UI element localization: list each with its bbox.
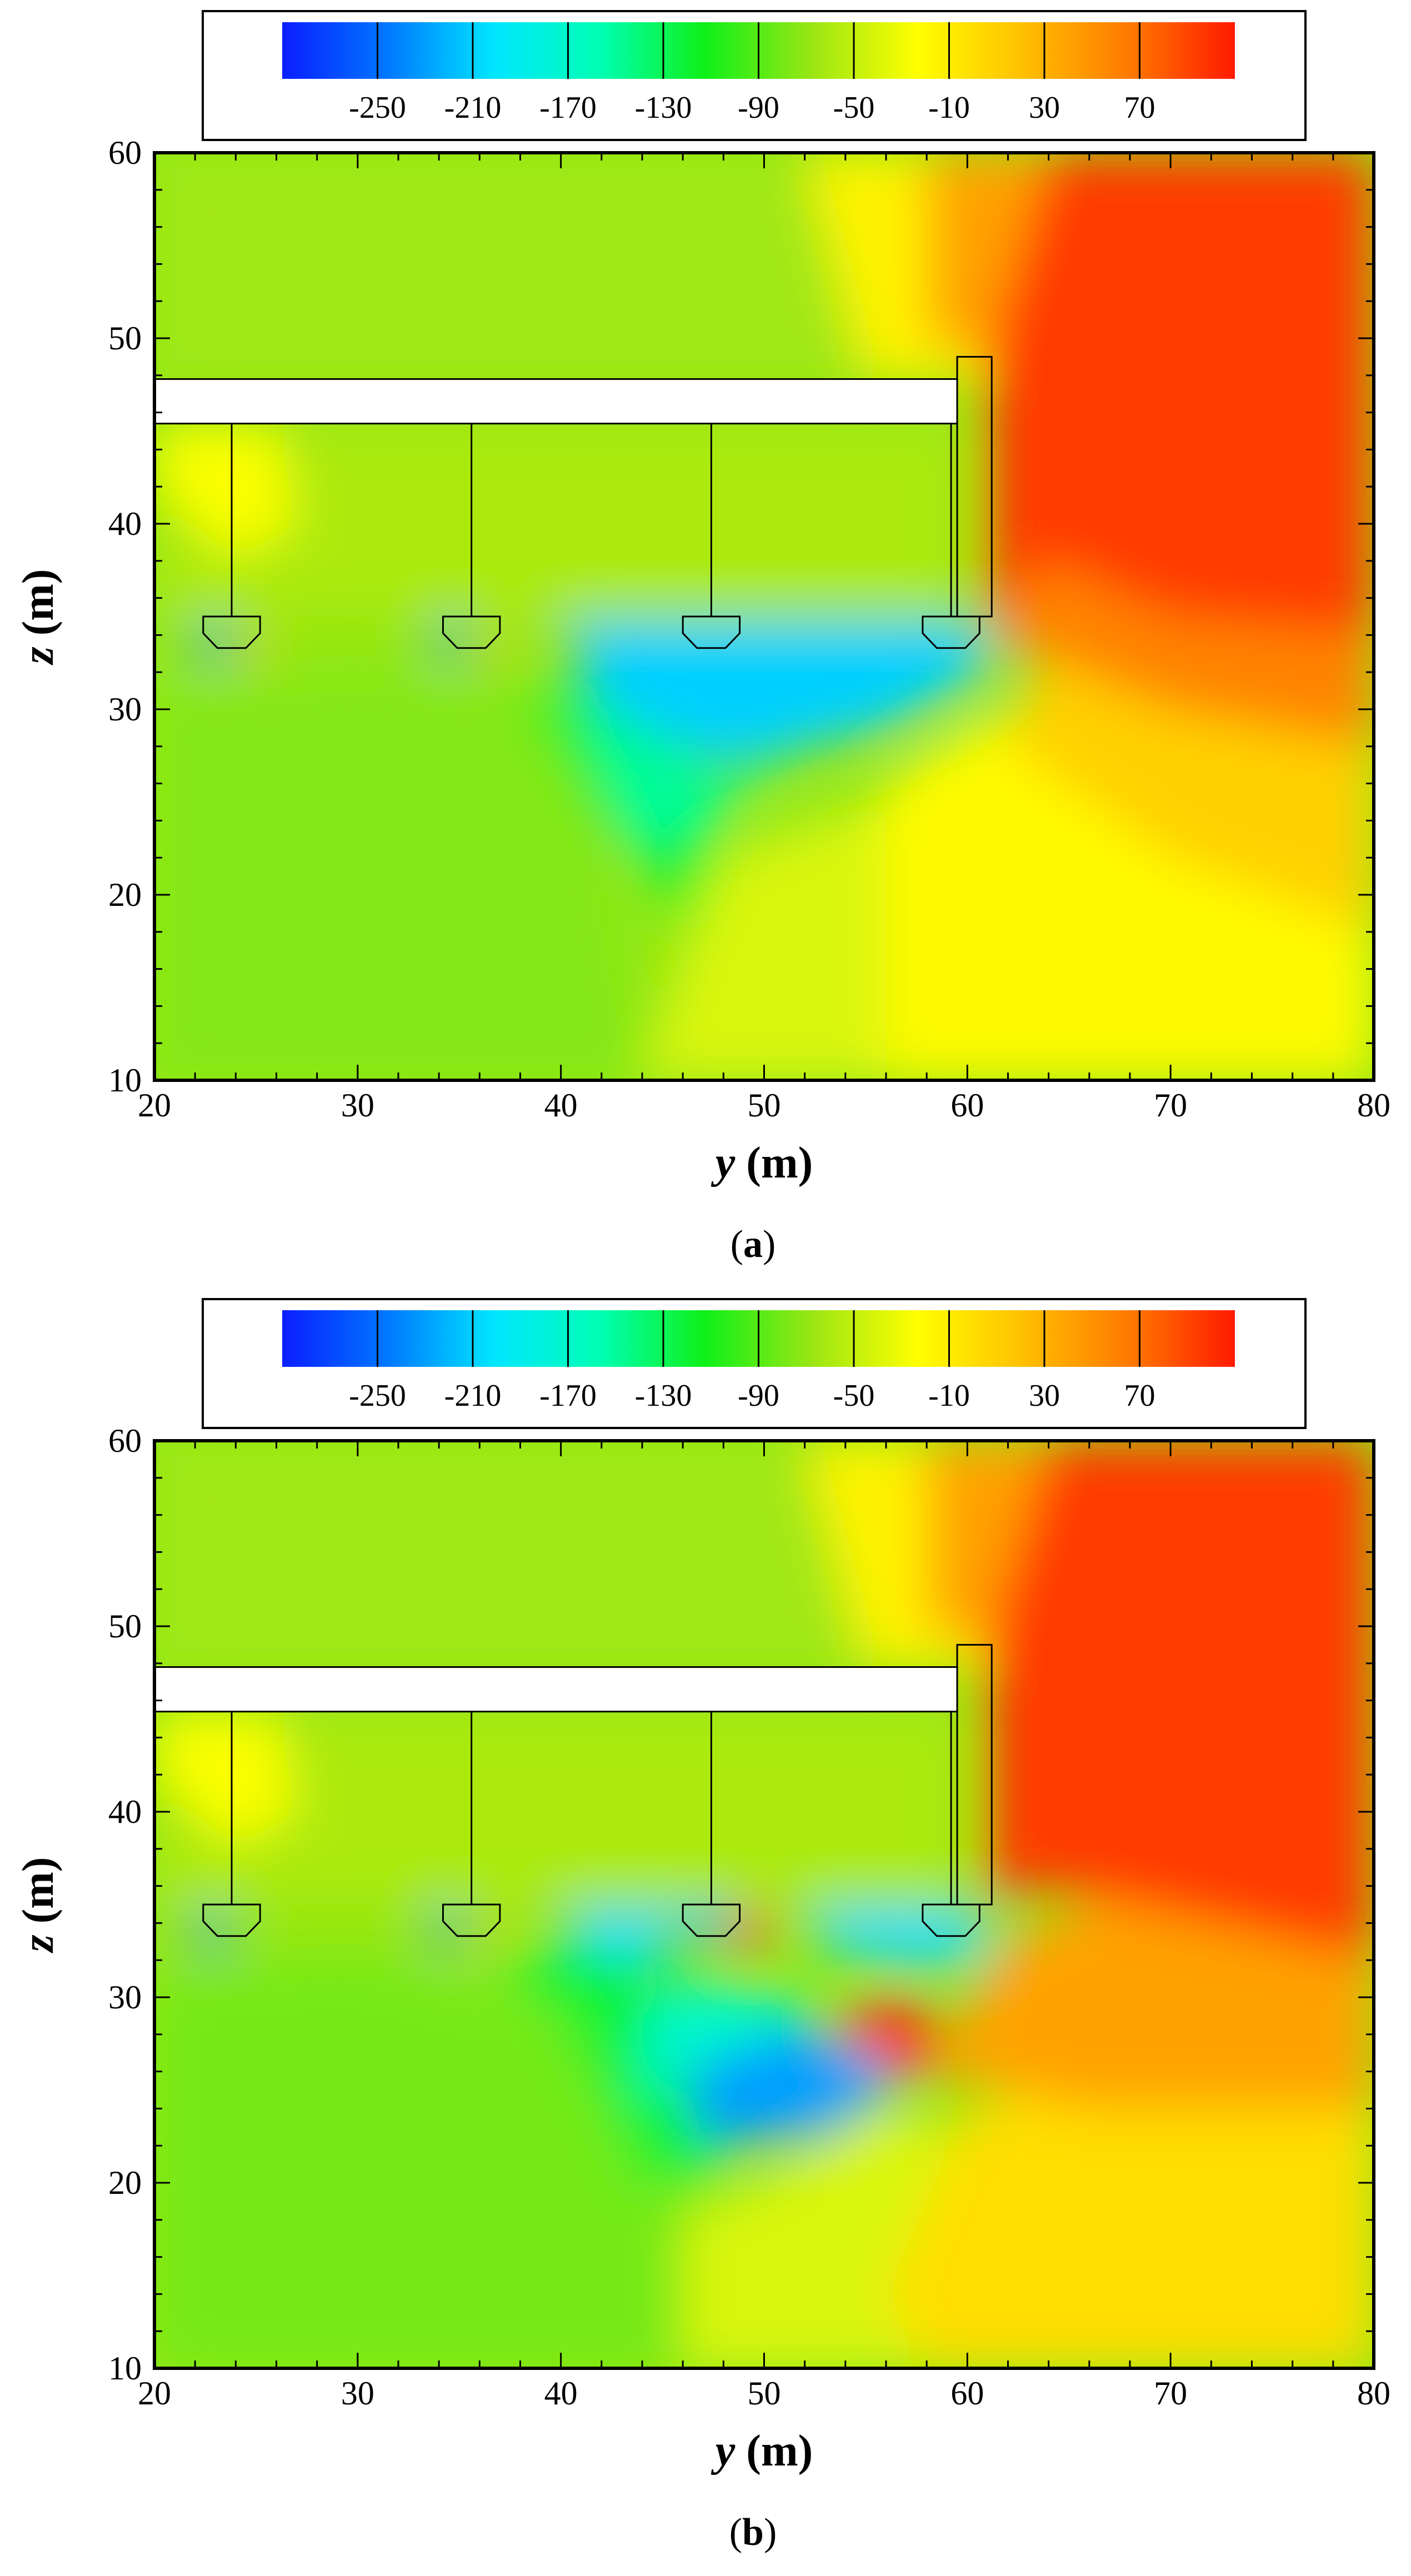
contour-field: [154, 153, 1374, 1080]
legend-level-label: -250: [349, 1379, 406, 1413]
legend-level-label: 30: [1029, 91, 1060, 125]
legend-level-label: -90: [738, 91, 779, 125]
contour-region: [927, 1441, 1049, 1645]
pile-cap: [442, 1903, 501, 1937]
bridge-deck: [153, 1666, 958, 1713]
legend-level-label: -90: [738, 1379, 779, 1413]
x-tick-label: 40: [544, 2375, 578, 2412]
pile-cap: [202, 1903, 261, 1937]
legend-level-label: 70: [1124, 1379, 1155, 1413]
pile-cap: [202, 615, 261, 649]
x-tick-label: 20: [138, 1087, 171, 1124]
y-tick-label: 40: [108, 505, 142, 542]
y-tick-label: 60: [108, 1422, 142, 1459]
legend-level-label: 70: [1124, 91, 1155, 125]
x-tick-label: 70: [1154, 2375, 1187, 2412]
contour-region: [987, 153, 1374, 635]
legend-level-label: -210: [444, 1379, 502, 1413]
contour-field: [154, 1441, 1374, 2368]
y-axis-title: z (m): [14, 1857, 63, 1953]
legend-level-label: -130: [635, 1379, 692, 1413]
pile-cap: [682, 1903, 741, 1937]
y-axis-title: z (m): [14, 569, 63, 665]
x-tick-label: 20: [138, 2375, 171, 2412]
contour-region: [804, 1908, 988, 1968]
contour-region: [886, 2071, 1374, 2368]
contour-region: [154, 423, 957, 617]
contour-region: [732, 1912, 773, 1949]
contour-region: [154, 672, 642, 1080]
y-tick-label: 50: [108, 320, 142, 357]
pile-cap: [682, 615, 741, 649]
heatmap-chart-a: -250 -210 -170 -130 -90 -50 -10 30 70 20 30 40 50 60 7…: [14, 10, 1390, 1266]
legend-level-label: -170: [539, 1379, 597, 1413]
x-tick-label: 30: [341, 2375, 374, 2412]
legend-level-label: -170: [539, 91, 597, 125]
contour-region: [191, 1916, 232, 1949]
x-tick-label: 40: [544, 1087, 578, 1124]
panel-a: -250 -210 -170 -130 -90 -50 -10 30 70 20 30 40 50 60 7…: [14, 10, 1390, 1266]
legend-level-label: -10: [928, 91, 970, 125]
x-axis-title: y (m): [710, 1139, 813, 1187]
legend-level-label: 30: [1029, 1379, 1060, 1413]
contour-region: [561, 620, 988, 765]
y-tick-label: 40: [108, 1793, 142, 1830]
panel-b: -250 -210 -170 -130 -90 -50 -10 30 70 20 30 40 50 60 7…: [0, 1288, 1411, 2576]
contour-region: [520, 690, 724, 932]
x-tick-label: 50: [748, 2375, 781, 2412]
contour-region: [927, 153, 1049, 357]
contour-region: [581, 709, 805, 858]
panel-caption: (b): [729, 2511, 777, 2554]
contour-region: [927, 1886, 1374, 2109]
legend-level-label: -50: [833, 1379, 875, 1413]
panel-caption: (a): [730, 1223, 776, 1266]
contour-region: [561, 1908, 683, 1961]
contour-region: [829, 1993, 947, 2079]
x-tick-label: 80: [1357, 1087, 1390, 1124]
legend-level-label: -250: [349, 91, 406, 125]
pile-cap: [922, 1903, 980, 1937]
x-tick-label: 60: [950, 2375, 984, 2412]
bridge-deck: [153, 378, 958, 425]
y-tick-label: 20: [108, 876, 142, 913]
legend-level-label: -50: [833, 91, 875, 125]
x-tick-label: 80: [1357, 2375, 1390, 2412]
x-axis-title: y (m): [710, 2427, 813, 2475]
contour-region: [154, 1711, 297, 1849]
y-tick-label: 10: [108, 1062, 142, 1099]
legend-level-label: -130: [635, 91, 692, 125]
contour-region: [886, 709, 1374, 1080]
contour-region: [154, 1711, 957, 1905]
contour-region: [154, 1960, 724, 2368]
y-tick-label: 10: [108, 2350, 142, 2387]
contour-region: [154, 1441, 927, 1667]
y-tick-label: 60: [108, 134, 142, 171]
legend-level-label: -210: [444, 91, 502, 125]
contour-region: [154, 423, 297, 561]
x-tick-label: 60: [950, 1087, 984, 1124]
x-tick-label: 50: [748, 1087, 781, 1124]
heatmap-chart-b: -250 -210 -170 -130 -90 -50 -10 30 70 20 30 40 50 60 7…: [14, 1298, 1390, 2554]
contour-region: [154, 153, 927, 379]
contour-region: [642, 1978, 825, 2109]
y-tick-label: 50: [108, 1608, 142, 1645]
legend-level-label: -10: [928, 1379, 970, 1413]
y-tick-label: 30: [108, 1979, 142, 2016]
pile-cap: [922, 615, 980, 649]
x-tick-label: 70: [1154, 1087, 1187, 1124]
x-tick-label: 30: [341, 1087, 374, 1124]
contour-region: [987, 1441, 1374, 1961]
contour-region: [431, 1912, 464, 1949]
y-tick-label: 20: [108, 2164, 142, 2201]
pile-cap: [442, 615, 501, 649]
y-tick-label: 30: [108, 691, 142, 728]
